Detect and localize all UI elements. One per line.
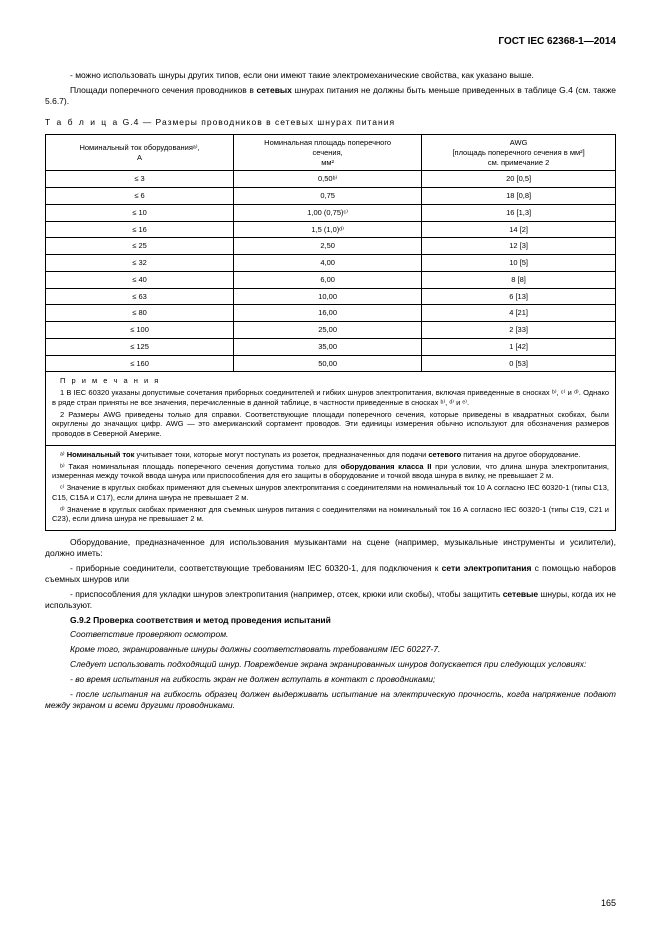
notes-title: П р и м е ч а н и я (52, 376, 609, 386)
table-row: ≤ 161,5 (1,0)ᵈ⁾14 [2] (46, 221, 616, 238)
table-cell: 50,00 (234, 355, 422, 372)
table-row: ≤ 406,008 [8] (46, 271, 616, 288)
body2-p1: Оборудование, предназначенное для исполь… (45, 537, 616, 559)
page: ГОСТ IEC 62368-1—2014 - можно использова… (0, 0, 661, 935)
table-cell: 18 [0,8] (422, 188, 616, 205)
table-cell: 6,00 (234, 271, 422, 288)
table-cell: ≤ 80 (46, 305, 234, 322)
table-row: ≤ 30,50ᵇ⁾20 [0,5] (46, 171, 616, 188)
page-number: 165 (601, 898, 616, 910)
table-cell: ≤ 100 (46, 322, 234, 339)
table-row: ≤ 8016,004 [21] (46, 305, 616, 322)
table-row: ≤ 252,5012 [3] (46, 238, 616, 255)
table-row: ≤ 10025,002 [33] (46, 322, 616, 339)
table-caption: Т а б л и ц а G.4 — Размеры проводников … (45, 117, 616, 128)
p2-pre: - приборные соединители, соответствующие… (70, 563, 442, 573)
table-cell: ≤ 6 (46, 188, 234, 205)
intro-p2-bold: сетевых (256, 85, 291, 95)
intro-p2-pre: Площади поперечного сечения проводников … (70, 85, 256, 95)
fn-a-post: учитывает токи, которые могут поступать … (134, 450, 428, 459)
body2-p7: - во время испытания на гибкость экран н… (45, 674, 616, 685)
body2-p5: Кроме того, экранированные шнуры должны … (45, 644, 616, 655)
body2-p4: Соответствие проверяют осмотром. (45, 629, 616, 640)
fn-b-bold: оборудования класса II (341, 462, 432, 471)
p2-bold: сети электропитания (442, 563, 532, 573)
table-cell: ≤ 125 (46, 338, 234, 355)
table-row: ≤ 12535,001 [42] (46, 338, 616, 355)
table-cell: ≤ 32 (46, 255, 234, 272)
conductor-size-table: Номинальный ток оборудованияᵃ⁾,А Номинал… (45, 134, 616, 372)
note-1: 1 В IEC 60320 указаны допустимые сочетан… (52, 388, 609, 408)
document-header: ГОСТ IEC 62368-1—2014 (45, 35, 616, 48)
table-cell: 4 [21] (422, 305, 616, 322)
fn-a-bold: Номинальный ток (67, 450, 135, 459)
table-cell: 0,50ᵇ⁾ (234, 171, 422, 188)
intro-p1: - можно использовать шнуры других типов,… (45, 70, 616, 81)
table-cell: 12 [3] (422, 238, 616, 255)
table-cell: 2,50 (234, 238, 422, 255)
intro-p2: Площади поперечного сечения проводников … (45, 85, 616, 107)
table-cell: 1 [42] (422, 338, 616, 355)
table-cell: 20 [0,5] (422, 171, 616, 188)
table-cell: ≤ 25 (46, 238, 234, 255)
col-header-awg: AWG[площадь поперечного сечения в мм²]см… (422, 135, 616, 171)
table-cell: 16,00 (234, 305, 422, 322)
body2-p2: - приборные соединители, соответствующие… (45, 563, 616, 585)
table-cell: 8 [8] (422, 271, 616, 288)
table-cell: 25,00 (234, 322, 422, 339)
fn-b-pre: ᵇ⁾ Такая номинальная площадь поперечного… (60, 462, 341, 471)
table-row: ≤ 16050,000 [53] (46, 355, 616, 372)
table-cell: 14 [2] (422, 221, 616, 238)
table-cell: ≤ 3 (46, 171, 234, 188)
table-cell: 4,00 (234, 255, 422, 272)
table-cell: 16 [1,3] (422, 204, 616, 221)
table-cell: 10 [5] (422, 255, 616, 272)
fn-a-pre: ᵃ⁾ (60, 450, 67, 459)
table-notes: П р и м е ч а н и я 1 В IEC 60320 указан… (45, 372, 616, 446)
body2-p3: - приспособления для укладки шнуров элек… (45, 589, 616, 611)
footnote-d: ᵈ⁾ Значение в круглых скобках применяют … (52, 505, 609, 525)
note-2: 2 Размеры AWG приведены только для справ… (52, 410, 609, 439)
table-row: ≤ 101,00 (0,75)ᶜ⁾16 [1,3] (46, 204, 616, 221)
table-cell: 0,75 (234, 188, 422, 205)
table-cell: 35,00 (234, 338, 422, 355)
table-cell: ≤ 16 (46, 221, 234, 238)
footnote-a: ᵃ⁾ Номинальный ток учитывает токи, котор… (52, 450, 609, 460)
section-heading: G.9.2 Проверка соответствия и метод пров… (45, 615, 616, 626)
fn-a-bold2: сетевого (428, 450, 461, 459)
table-cell: ≤ 10 (46, 204, 234, 221)
table-cell: 2 [33] (422, 322, 616, 339)
table-cell: 6 [13] (422, 288, 616, 305)
table-cell: 0 [53] (422, 355, 616, 372)
p3-bold: сетевые (503, 589, 538, 599)
table-footnotes: ᵃ⁾ Номинальный ток учитывает токи, котор… (45, 446, 616, 531)
table-cell: ≤ 160 (46, 355, 234, 372)
table-header-row: Номинальный ток оборудованияᵃ⁾,А Номинал… (46, 135, 616, 171)
table-cell: 10,00 (234, 288, 422, 305)
body2-p8: - после испытания на гибкость образец до… (45, 689, 616, 711)
table-cell: ≤ 63 (46, 288, 234, 305)
col-header-current: Номинальный ток оборудованияᵃ⁾,А (46, 135, 234, 171)
body2-p6: Следует использовать подходящий шнур. По… (45, 659, 616, 670)
fn-a-post2: питания на другое оборудование. (461, 450, 580, 459)
footnote-b: ᵇ⁾ Такая номинальная площадь поперечного… (52, 462, 609, 482)
table-row: ≤ 324,0010 [5] (46, 255, 616, 272)
footnote-c: ᶜ⁾ Значение в круглых скобках применяют … (52, 483, 609, 503)
table-cell: 1,5 (1,0)ᵈ⁾ (234, 221, 422, 238)
table-caption-text: G.4 — Размеры проводников в сетевых шнур… (119, 117, 395, 127)
table-row: ≤ 60,7518 [0,8] (46, 188, 616, 205)
table-cell: 1,00 (0,75)ᶜ⁾ (234, 204, 422, 221)
col-header-area: Номинальная площадь поперечногосечения,м… (234, 135, 422, 171)
p3-pre: - приспособления для укладки шнуров элек… (70, 589, 503, 599)
table-row: ≤ 6310,006 [13] (46, 288, 616, 305)
table-cell: ≤ 40 (46, 271, 234, 288)
table-caption-label: Т а б л и ц а (45, 117, 119, 127)
